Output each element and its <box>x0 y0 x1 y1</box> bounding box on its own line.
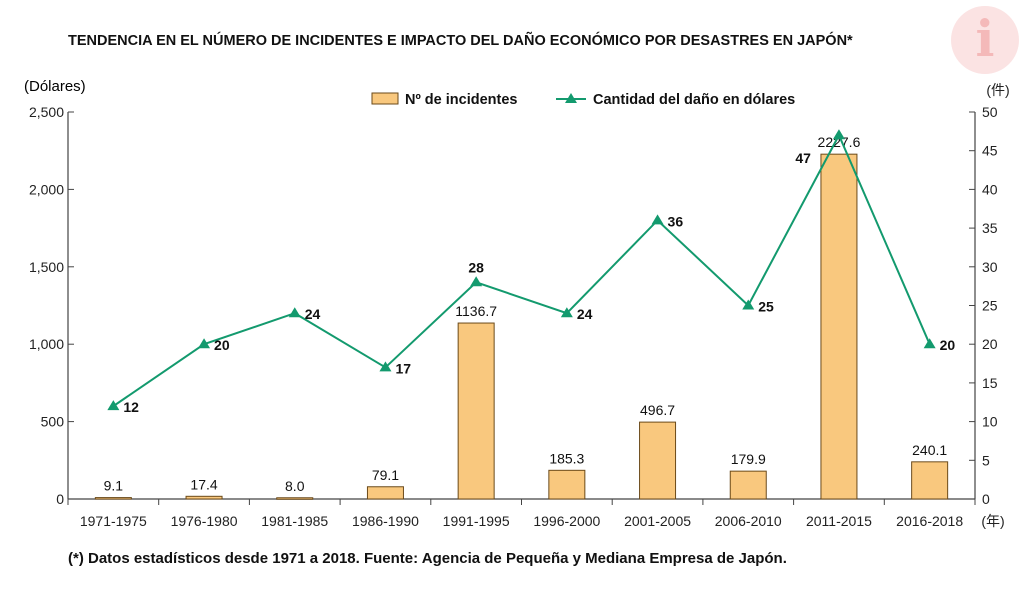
bar-value-label: 179.9 <box>731 451 766 467</box>
y-right-tick-label: 5 <box>982 452 990 468</box>
bar <box>729 470 767 500</box>
line-point-marker <box>288 307 301 318</box>
y-right-tick-label: 20 <box>982 336 998 352</box>
line-point-marker <box>742 299 755 310</box>
bar-value-label: 17.4 <box>190 476 217 492</box>
line-value-label: 20 <box>214 337 230 353</box>
legend-line-label: Cantidad del daño en dólares <box>593 92 795 108</box>
y-right-tick-label: 15 <box>982 375 998 391</box>
line-value-label: 28 <box>468 259 484 275</box>
legend-bar-label: Nº de incidentes <box>405 92 517 108</box>
y-left-tick-label: 2,500 <box>29 104 64 120</box>
bar <box>366 486 404 500</box>
damage-line <box>112 132 931 407</box>
bar-value-label: 496.7 <box>640 402 675 418</box>
x-tick-label: 2001-2005 <box>624 513 691 529</box>
bar <box>185 495 223 500</box>
line-value-label: 47 <box>795 150 811 166</box>
bar-value-label: 2227.6 <box>818 134 861 150</box>
y-left-tick-label: 1,000 <box>29 336 64 352</box>
x-tick-label: 2016-2018 <box>896 513 963 529</box>
line-value-label: 24 <box>577 306 593 322</box>
y-left-tick-label: 2,000 <box>29 181 64 197</box>
line-value-label: 24 <box>305 306 321 322</box>
line-value-label: 36 <box>668 213 684 229</box>
bar-value-label: 185.3 <box>549 450 584 466</box>
bar <box>820 153 858 500</box>
y-left-tick-label: 1,500 <box>29 259 64 275</box>
y-right-tick-label: 35 <box>982 220 998 236</box>
y-right-tick-label: 10 <box>982 414 998 430</box>
line-value-label: 20 <box>940 337 956 353</box>
line-point-marker <box>560 307 573 318</box>
bar <box>639 421 677 500</box>
line-point-marker <box>379 361 392 372</box>
line-value-label: 25 <box>758 299 774 315</box>
y-left-axis-label: (Dólares) <box>24 78 86 95</box>
line-point-marker <box>923 338 936 349</box>
x-tick-label: 1986-1990 <box>352 513 419 529</box>
footnote: (*) Datos estadísticos desde 1971 a 2018… <box>68 550 787 567</box>
y-right-tick-label: 40 <box>982 181 998 197</box>
y-right-tick-label: 0 <box>982 491 990 507</box>
y-right-tick-label: 45 <box>982 143 998 159</box>
x-tick-label: 2006-2010 <box>715 513 782 529</box>
line-point-marker <box>470 276 483 287</box>
bar <box>457 322 495 500</box>
bar-value-label: 79.1 <box>372 467 399 483</box>
line-value-label: 12 <box>123 399 139 415</box>
brand-logo: i <box>951 6 1019 74</box>
x-tick-label: 2011-2015 <box>806 513 872 529</box>
y-right-tick-label: 50 <box>982 104 998 120</box>
info-icon: i <box>975 9 995 68</box>
legend-line-marker <box>565 93 577 103</box>
bar-value-label: 1136.7 <box>455 303 497 319</box>
line-point-marker <box>651 214 664 225</box>
y-right-axis-label: (件) <box>986 82 1009 98</box>
x-tick-label: 1991-1995 <box>443 513 510 529</box>
bar-value-label: 8.0 <box>285 478 305 494</box>
y-left-tick-label: 500 <box>41 414 65 430</box>
bar <box>94 497 132 500</box>
x-tick-label: 1981-1985 <box>261 513 328 529</box>
y-left-tick-label: 0 <box>56 491 64 507</box>
y-right-tick-label: 30 <box>982 259 998 275</box>
line-value-label: 17 <box>395 360 411 376</box>
legend-bar-swatch <box>371 92 399 105</box>
x-tick-label: 1996-2000 <box>533 513 600 529</box>
chart-title: TENDENCIA EN EL NÚMERO DE INCIDENTES E I… <box>68 33 853 49</box>
line-point-marker <box>107 400 120 411</box>
line-point-marker <box>198 338 211 349</box>
bar <box>276 497 314 500</box>
bar <box>548 469 586 500</box>
bar <box>911 461 949 500</box>
x-tick-label: 1976-1980 <box>171 513 238 529</box>
x-unit-label: (年) <box>981 513 1004 529</box>
line-point-marker <box>832 129 845 140</box>
bar-value-label: 240.1 <box>912 442 947 458</box>
y-right-tick-label: 25 <box>982 298 998 314</box>
x-tick-label: 1971-1975 <box>80 513 147 529</box>
bar-value-label: 9.1 <box>104 478 124 494</box>
